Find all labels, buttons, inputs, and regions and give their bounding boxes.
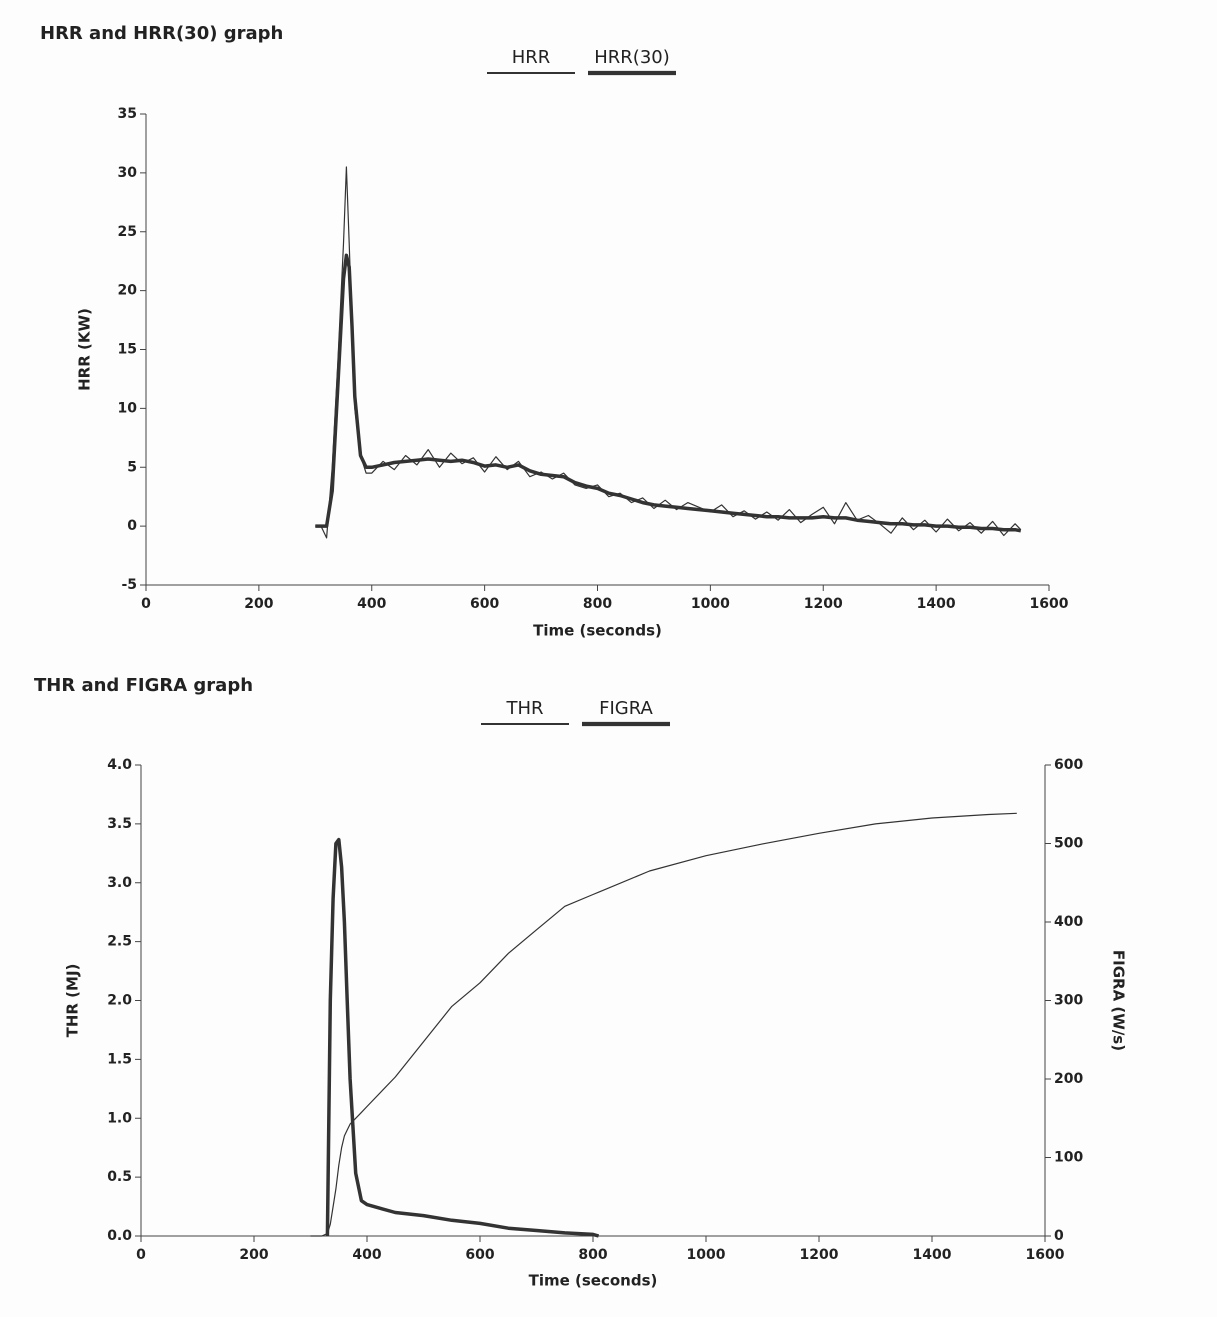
x-tick-label: 800	[583, 596, 612, 612]
x-tick-label: 1600	[1030, 596, 1069, 612]
x-tick-label: 400	[352, 1247, 381, 1263]
y-tick-label: 20	[118, 283, 138, 299]
x-tick-label: 600	[470, 596, 499, 612]
chart-title: HRR and HRR(30) graph	[40, 23, 283, 44]
series-line	[315, 253, 1022, 533]
y2-tick-label: 100	[1054, 1150, 1083, 1166]
y-tick-label: 1.5	[107, 1051, 132, 1067]
y2-tick-label: 200	[1054, 1071, 1083, 1087]
y-tick-label: 5	[127, 459, 137, 475]
y-tick-label: 0.5	[107, 1169, 132, 1185]
x-tick-label: 1200	[804, 596, 843, 612]
y-tick-label: 0	[127, 518, 137, 534]
y2-tick-label: 300	[1054, 993, 1083, 1009]
y-tick-label: 3.5	[107, 816, 132, 832]
x-tick-label: 1400	[917, 596, 956, 612]
y-tick-label: 30	[118, 165, 138, 181]
series-line	[325, 837, 600, 1238]
legend-label: HRR(30)	[594, 47, 670, 68]
x-tick-label: 0	[136, 1247, 146, 1263]
legend-label: HRR	[512, 47, 551, 68]
x-axis-label: Time (seconds)	[533, 622, 662, 640]
y-tick-label: -5	[121, 577, 137, 593]
x-tick-label: 1200	[800, 1247, 839, 1263]
x-tick-label: 1600	[1026, 1247, 1065, 1263]
series-line	[315, 166, 1022, 539]
y-tick-label: 3.0	[107, 875, 132, 891]
y2-tick-label: 0	[1054, 1228, 1064, 1244]
x-tick-label: 800	[578, 1247, 607, 1263]
x-tick-label: 200	[244, 596, 273, 612]
y2-tick-label: 400	[1054, 914, 1083, 930]
y2-axis-label: FIGRA (W/s)	[1110, 950, 1128, 1051]
x-tick-label: 0	[141, 596, 151, 612]
y-tick-label: 2.5	[107, 934, 132, 950]
y-tick-label: 15	[118, 342, 137, 358]
y-axis-label: THR (MJ)	[64, 964, 82, 1038]
x-tick-label: 1000	[687, 1247, 726, 1263]
x-tick-label: 600	[465, 1247, 494, 1263]
series-line	[310, 812, 1017, 1237]
y-tick-label: 35	[118, 106, 137, 122]
y-axis-label: HRR (KW)	[76, 308, 94, 391]
y-tick-label: 10	[118, 400, 138, 416]
y-tick-label: 25	[118, 224, 137, 240]
x-tick-label: 1000	[691, 596, 730, 612]
legend-label: THR	[505, 698, 543, 719]
y-tick-label: 1.0	[107, 1110, 132, 1126]
y2-tick-label: 600	[1054, 757, 1083, 773]
x-tick-label: 1400	[913, 1247, 952, 1263]
legend-label: FIGRA	[599, 698, 653, 719]
chart-title: THR and FIGRA graph	[34, 675, 253, 696]
x-axis-label: Time (seconds)	[529, 1272, 658, 1290]
x-tick-label: 200	[239, 1247, 268, 1263]
y-tick-label: 0.0	[107, 1228, 132, 1244]
y-tick-label: 4.0	[107, 757, 132, 773]
y-tick-label: 2.0	[107, 993, 132, 1009]
x-tick-label: 400	[357, 596, 386, 612]
y2-tick-label: 500	[1054, 836, 1083, 852]
